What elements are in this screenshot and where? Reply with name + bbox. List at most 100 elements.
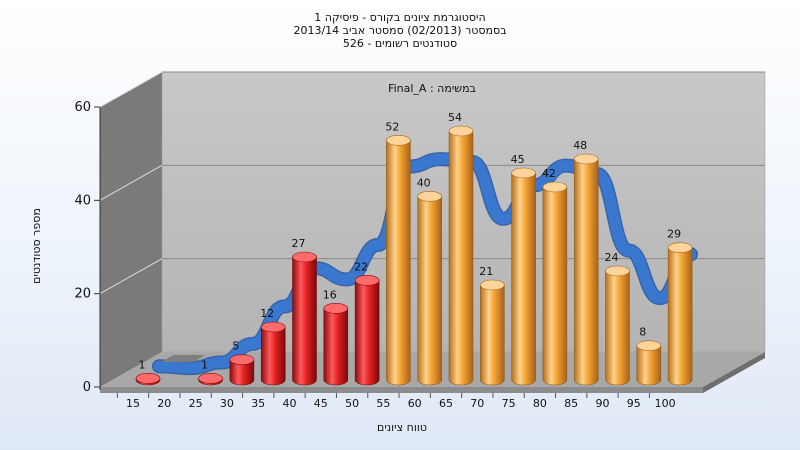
bar-body (292, 256, 317, 386)
bar-cap (542, 181, 568, 193)
bar-cap (386, 135, 411, 146)
bar-50 (354, 275, 380, 386)
bar-cap (198, 373, 223, 384)
bar-cap (667, 242, 693, 253)
bar-65 (448, 125, 474, 386)
bar-body (386, 140, 411, 386)
chart-floor-edge-side (703, 352, 765, 393)
x-tick-label: 70 (470, 397, 484, 410)
bar-body (542, 186, 568, 386)
bar-body (667, 247, 693, 386)
bar-85 (573, 153, 599, 386)
bar-70 (479, 279, 505, 386)
bar-body (354, 280, 380, 386)
chart-floor-edge (100, 387, 703, 393)
bar-25 (198, 373, 223, 386)
x-tick-label: 85 (564, 397, 578, 410)
bar-100 (667, 242, 693, 386)
data-label: 45 (511, 153, 525, 166)
y-axis-label: מספר סטודנטים (30, 208, 43, 284)
bar-body (417, 196, 442, 386)
bar-cap (448, 125, 474, 137)
gridline-side (99, 71, 163, 108)
bar-body (323, 308, 349, 386)
chart-side-wall (100, 72, 162, 387)
y-tick-label: 60 (74, 100, 91, 115)
data-label: 16 (323, 288, 337, 301)
bar-20 (161, 355, 206, 362)
x-tick-label: 35 (251, 397, 265, 410)
x-tick-label: 65 (439, 397, 453, 410)
data-label: 54 (448, 111, 462, 124)
bar-body (573, 158, 599, 386)
bar-cap (573, 153, 599, 165)
data-label: 1 (201, 358, 208, 371)
bar-30 (229, 354, 255, 386)
bar-cap (511, 167, 536, 179)
data-label: 48 (573, 139, 587, 152)
x-tick-label: 50 (345, 397, 359, 410)
bar-90 (605, 265, 630, 386)
bar-cap (323, 303, 349, 314)
data-label: 1 (139, 358, 146, 371)
x-tick-label: 80 (533, 397, 547, 410)
bar-15 (135, 373, 161, 386)
data-label: 21 (479, 265, 493, 278)
x-tick-label: 30 (220, 397, 234, 410)
chart-title: Final_A : במשימה (388, 82, 476, 95)
bar-40 (292, 251, 317, 386)
x-tick-label: 45 (314, 397, 328, 410)
bar-cap (479, 279, 505, 291)
bar-cap (354, 275, 380, 286)
bar-body (260, 326, 286, 386)
data-label: 8 (639, 326, 646, 339)
bar-95 (636, 340, 662, 386)
chart-header-line-1: היסטוגרמת ציונים בקורס - פיסיקה 1 (314, 11, 486, 24)
bar-body (636, 345, 662, 386)
gridline-side (99, 164, 163, 201)
gridline-side (99, 258, 163, 295)
y-tick-label: 0 (83, 380, 91, 395)
data-label: 27 (292, 237, 306, 250)
bar-body (511, 172, 536, 386)
bar-55 (386, 135, 411, 386)
x-tick-label: 20 (157, 397, 171, 410)
x-tick-label: 75 (502, 397, 516, 410)
bar-45 (323, 303, 349, 386)
bar-cap (229, 354, 255, 365)
x-tick-label: 55 (376, 397, 390, 410)
bar-body (605, 270, 630, 386)
x-tick-label: 60 (408, 397, 422, 410)
data-label: 22 (354, 260, 368, 273)
x-tick-label: 25 (189, 397, 203, 410)
bar-80 (542, 181, 568, 386)
data-label: 24 (605, 251, 619, 264)
bar-cap (605, 265, 630, 277)
x-tick-label: 95 (627, 397, 641, 410)
bar-cap (135, 373, 161, 384)
chart-header-line-2: בסמסטר (02/2013) סמסטר אביב 2013/14 (293, 24, 507, 37)
data-label: 42 (542, 167, 556, 180)
data-label: 5 (232, 340, 239, 353)
bar-35 (260, 321, 286, 386)
data-label: 40 (417, 176, 431, 189)
bar-cap (260, 321, 286, 333)
x-tick-label: 15 (126, 397, 140, 410)
bar-cap (292, 251, 317, 263)
data-label: 29 (667, 228, 681, 241)
y-tick-label: 20 (74, 287, 91, 302)
bar-body (229, 359, 255, 386)
x-tick-label: 40 (283, 397, 297, 410)
data-label: 52 (385, 120, 399, 133)
bar-body (448, 130, 474, 386)
x-tick-label: 90 (596, 397, 610, 410)
bar-body (480, 284, 505, 386)
y-tick-label: 40 (74, 193, 91, 208)
data-label: 12 (260, 307, 274, 320)
x-axis-label: טווח ציונים (377, 421, 427, 434)
bar-cap (417, 191, 443, 202)
x-tick-label: 100 (655, 397, 676, 410)
bar-75 (511, 167, 536, 386)
bar-60 (417, 191, 443, 386)
